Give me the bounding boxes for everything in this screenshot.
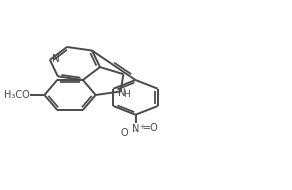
Text: H₃CO: H₃CO xyxy=(4,90,29,100)
Text: ⁻: ⁻ xyxy=(133,128,137,137)
Text: =O: =O xyxy=(142,123,158,133)
Text: O: O xyxy=(121,128,128,138)
Text: N: N xyxy=(132,124,139,134)
Text: N: N xyxy=(118,88,126,98)
Text: H: H xyxy=(123,90,130,99)
Text: +: + xyxy=(139,124,145,130)
Text: N: N xyxy=(52,55,59,64)
